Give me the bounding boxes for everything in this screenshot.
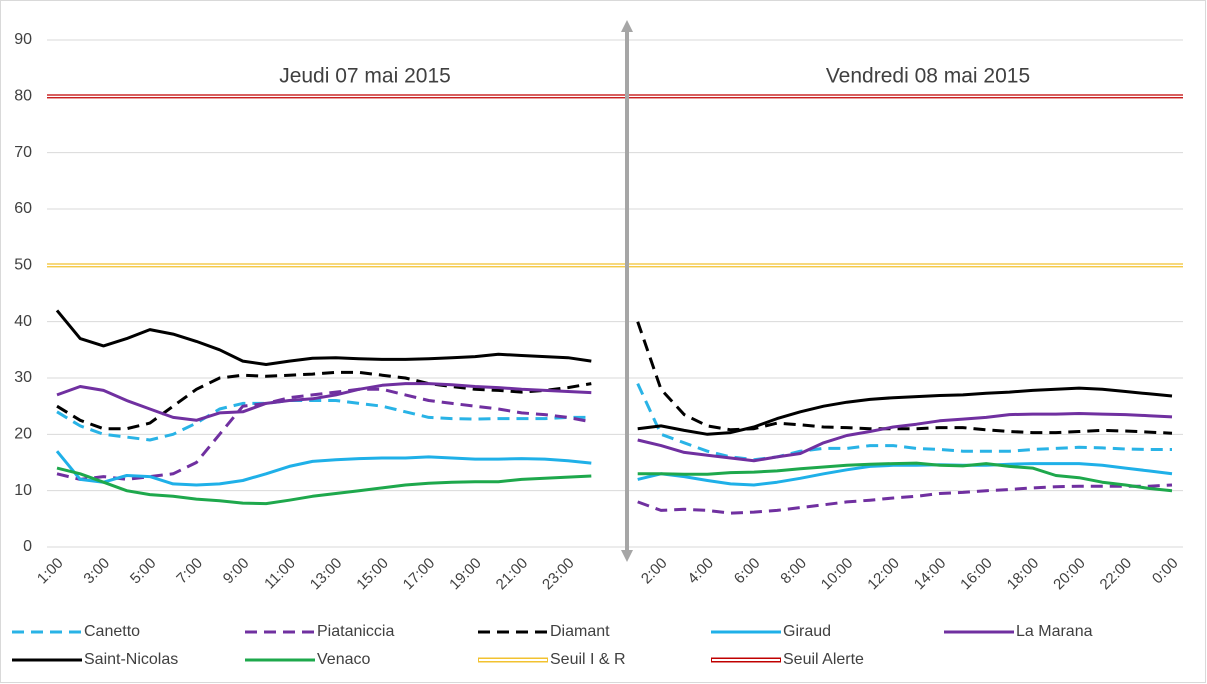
series-line — [55, 309, 1173, 436]
annotation: Jeudi 07 mai 2015 — [279, 65, 451, 88]
series-line — [55, 450, 1173, 487]
y-tick-label: 20 — [14, 426, 32, 443]
y-tick-label: 10 — [14, 482, 32, 499]
annotation: Vendredi 08 mai 2015 — [826, 65, 1030, 88]
legend-label: Piataniccia — [317, 623, 394, 640]
y-tick-label: 50 — [14, 257, 32, 274]
y-tick-label: 80 — [14, 88, 32, 105]
y-tick-label: 30 — [14, 369, 32, 386]
legend-label: Diamant — [550, 623, 610, 640]
legend-label: Saint-Nicolas — [84, 651, 178, 668]
series-line — [56, 387, 1173, 515]
series-line — [56, 382, 1173, 463]
legend-label: Seuil Alerte — [783, 651, 864, 668]
legend-label: Venaco — [317, 651, 370, 668]
legend-label: Seuil I & R — [550, 651, 626, 668]
y-tick-label: 70 — [14, 144, 32, 161]
legend-label: Giraud — [783, 623, 831, 640]
series-line — [56, 382, 1172, 462]
y-tick-label: 0 — [23, 538, 32, 555]
series-line — [56, 461, 1173, 506]
y-tick-label: 40 — [14, 313, 32, 330]
legend-label: Canetto — [84, 623, 140, 640]
y-tick-label: 90 — [14, 31, 32, 48]
series-line — [56, 321, 1173, 435]
y-tick-label: 60 — [14, 200, 32, 217]
legend-label: La Marana — [1016, 623, 1093, 640]
day-separator — [621, 20, 633, 562]
